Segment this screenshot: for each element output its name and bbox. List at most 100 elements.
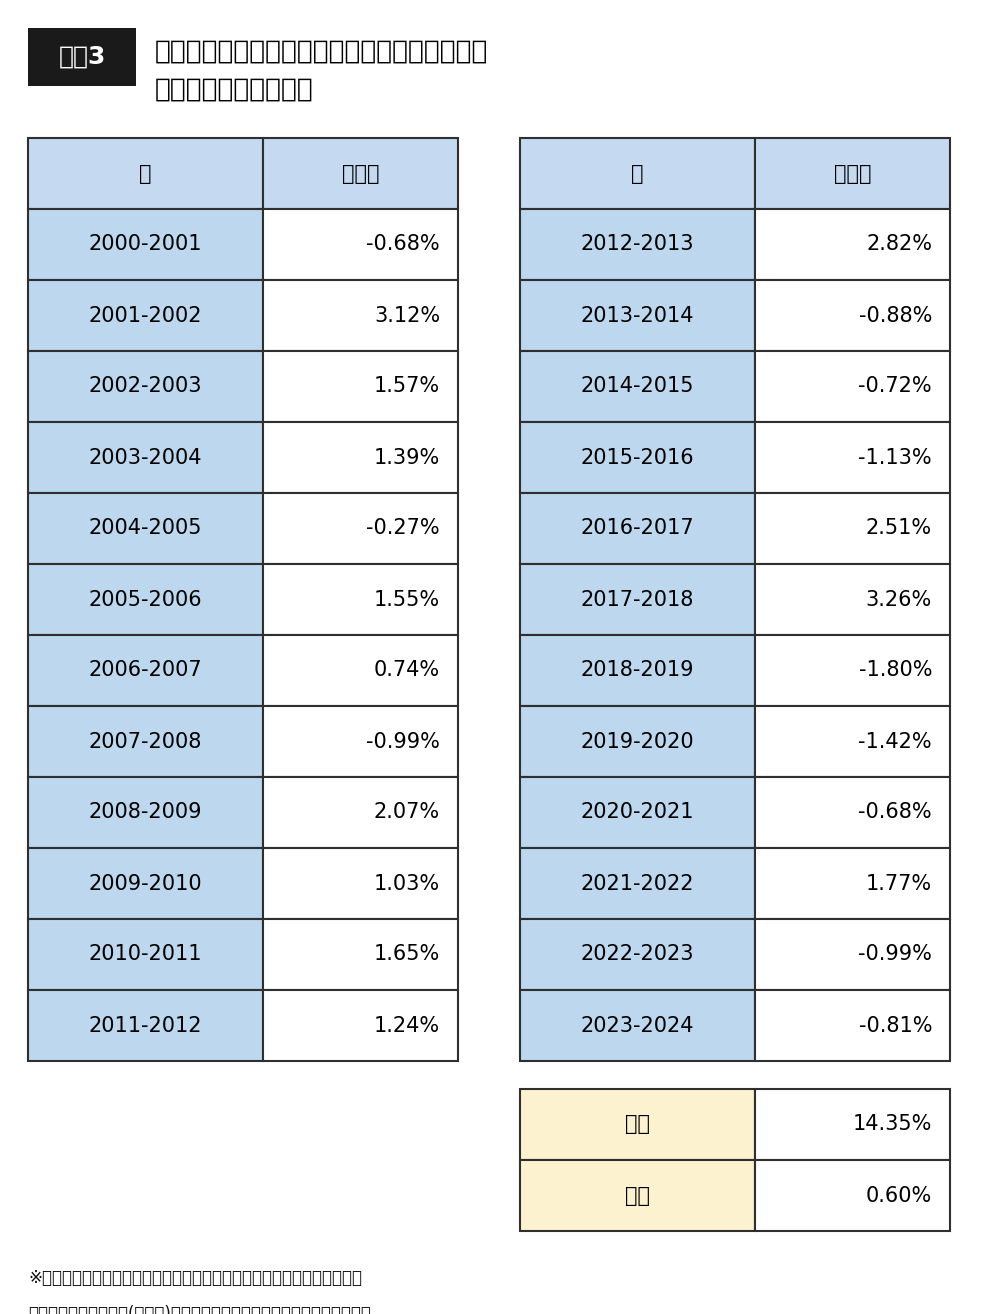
Bar xyxy=(263,138,458,209)
Text: ※大納会の終値で買い、大発会の初値が大納会の終値と比べてマイナスに: ※大納会の終値で買い、大発会の初値が大納会の終値と比べてマイナスに xyxy=(28,1269,362,1286)
Text: 2018-2019: 2018-2019 xyxy=(581,661,694,681)
Bar xyxy=(520,138,755,209)
Text: 3.12%: 3.12% xyxy=(374,305,440,326)
Text: 3.26%: 3.26% xyxy=(866,590,932,610)
Text: 2010-2011: 2010-2011 xyxy=(89,945,202,964)
Text: 2016-2017: 2016-2017 xyxy=(581,519,694,539)
Bar xyxy=(755,989,950,1060)
Text: 2.82%: 2.82% xyxy=(866,234,932,255)
Text: -0.72%: -0.72% xyxy=(858,377,932,397)
Bar xyxy=(520,1089,755,1160)
Bar xyxy=(520,209,755,280)
Text: -0.99%: -0.99% xyxy=(858,945,932,964)
Text: 1.03%: 1.03% xyxy=(374,874,440,894)
Bar xyxy=(263,209,458,280)
Text: 1.57%: 1.57% xyxy=(374,377,440,397)
Bar xyxy=(520,564,755,635)
Bar xyxy=(520,493,755,564)
Text: -0.88%: -0.88% xyxy=(859,305,932,326)
Text: 合計: 合計 xyxy=(625,1114,650,1134)
Bar xyxy=(755,1160,950,1231)
Bar xyxy=(28,422,263,493)
Bar xyxy=(28,209,263,280)
Text: -1.80%: -1.80% xyxy=(858,661,932,681)
Bar xyxy=(755,635,950,706)
Bar xyxy=(263,280,458,351)
Text: 2.07%: 2.07% xyxy=(374,803,440,823)
Bar xyxy=(263,706,458,777)
Text: なりそうであれば売り(損切り)、プラスになりそうなら終値で売った場合。: なりそうであれば売り(損切り)、プラスになりそうなら終値で売った場合。 xyxy=(28,1305,371,1314)
Bar xyxy=(755,138,950,209)
Bar xyxy=(755,848,950,918)
Text: 2005-2006: 2005-2006 xyxy=(89,590,202,610)
Bar xyxy=(263,564,458,635)
Bar xyxy=(28,706,263,777)
Text: 0.74%: 0.74% xyxy=(374,661,440,681)
Bar xyxy=(263,848,458,918)
Bar xyxy=(263,635,458,706)
Text: 1.39%: 1.39% xyxy=(374,448,440,468)
Text: -0.68%: -0.68% xyxy=(366,234,440,255)
Text: 2.51%: 2.51% xyxy=(866,519,932,539)
Text: 騰落率: 騰落率 xyxy=(342,163,379,184)
Text: 2011-2012: 2011-2012 xyxy=(89,1016,202,1035)
Bar xyxy=(755,280,950,351)
Bar xyxy=(520,351,755,422)
Text: -1.42%: -1.42% xyxy=(858,732,932,752)
Bar xyxy=(28,918,263,989)
Bar xyxy=(28,989,263,1060)
Text: 2000-2001: 2000-2001 xyxy=(89,234,202,255)
Text: -0.27%: -0.27% xyxy=(366,519,440,539)
Text: 平均: 平均 xyxy=(625,1185,650,1205)
Text: 大納会の終値で買い、大発会の初値または終値: 大納会の終値で買い、大発会の初値または終値 xyxy=(155,39,488,64)
Bar xyxy=(755,493,950,564)
Bar xyxy=(755,209,950,280)
Bar xyxy=(28,280,263,351)
Text: 2015-2016: 2015-2016 xyxy=(581,448,694,468)
Text: 14.35%: 14.35% xyxy=(853,1114,932,1134)
Bar xyxy=(755,918,950,989)
Text: -0.81%: -0.81% xyxy=(858,1016,932,1035)
Bar xyxy=(520,635,755,706)
Bar xyxy=(28,493,263,564)
Bar xyxy=(755,422,950,493)
Text: 1.55%: 1.55% xyxy=(374,590,440,610)
Bar xyxy=(28,138,263,209)
Bar xyxy=(755,1089,950,1160)
Bar xyxy=(520,848,755,918)
Bar xyxy=(263,351,458,422)
Text: 年: 年 xyxy=(631,163,644,184)
Bar xyxy=(263,989,458,1060)
Bar xyxy=(755,777,950,848)
Text: 2012-2013: 2012-2013 xyxy=(581,234,694,255)
Text: 2022-2023: 2022-2023 xyxy=(581,945,694,964)
Text: 年: 年 xyxy=(139,163,152,184)
Bar xyxy=(263,493,458,564)
Text: 2017-2018: 2017-2018 xyxy=(581,590,694,610)
Text: 1.65%: 1.65% xyxy=(374,945,440,964)
Bar xyxy=(520,706,755,777)
Text: 2014-2015: 2014-2015 xyxy=(581,377,694,397)
Bar xyxy=(263,777,458,848)
Text: 2020-2021: 2020-2021 xyxy=(581,803,694,823)
Text: 図表3: 図表3 xyxy=(58,45,106,70)
Bar xyxy=(520,989,755,1060)
Text: 2002-2003: 2002-2003 xyxy=(89,377,202,397)
Text: 2007-2008: 2007-2008 xyxy=(89,732,202,752)
Text: 2021-2022: 2021-2022 xyxy=(581,874,694,894)
Bar xyxy=(263,918,458,989)
Bar xyxy=(28,848,263,918)
Bar xyxy=(28,564,263,635)
Text: -1.13%: -1.13% xyxy=(858,448,932,468)
Text: で売った場合の騰落率: で売った場合の騰落率 xyxy=(155,78,314,102)
Text: 2019-2020: 2019-2020 xyxy=(581,732,694,752)
Text: 2009-2010: 2009-2010 xyxy=(89,874,202,894)
Bar xyxy=(28,28,136,85)
Text: 1.24%: 1.24% xyxy=(374,1016,440,1035)
Text: 2003-2004: 2003-2004 xyxy=(89,448,202,468)
Text: 2008-2009: 2008-2009 xyxy=(89,803,202,823)
Bar xyxy=(520,422,755,493)
Text: 2013-2014: 2013-2014 xyxy=(581,305,694,326)
Text: 2006-2007: 2006-2007 xyxy=(89,661,202,681)
Text: 2001-2002: 2001-2002 xyxy=(89,305,202,326)
